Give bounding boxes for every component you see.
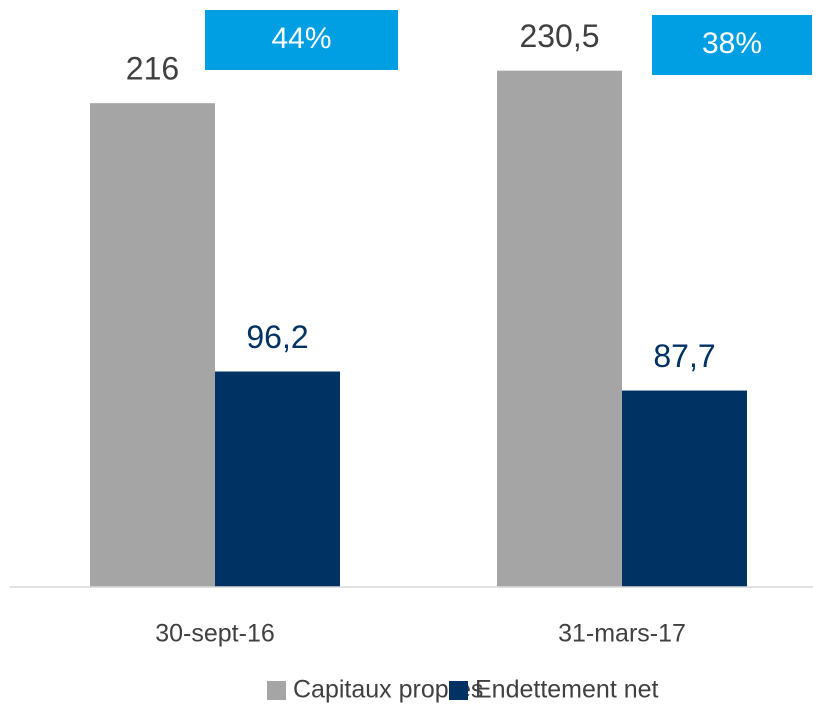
bar [622, 390, 747, 587]
legend-swatch [449, 681, 468, 700]
annotation: 38% [702, 27, 762, 60]
data-label: 87,7 [653, 338, 715, 374]
data-label: 216 [126, 51, 179, 87]
bar [497, 70, 622, 588]
annotation-box [205, 10, 398, 70]
legend-label: Endettement net [475, 676, 659, 704]
data-label: 230,5 [519, 18, 599, 54]
annotation-box [652, 15, 812, 75]
x-tick-label: 31-mars-17 [558, 620, 686, 648]
annotation: 44% [271, 22, 331, 55]
x-tick-label: 30-sept-16 [155, 620, 275, 648]
data-label: 96,2 [246, 319, 308, 355]
legend-swatch [267, 681, 286, 700]
bar [90, 103, 215, 587]
bar [215, 371, 340, 587]
